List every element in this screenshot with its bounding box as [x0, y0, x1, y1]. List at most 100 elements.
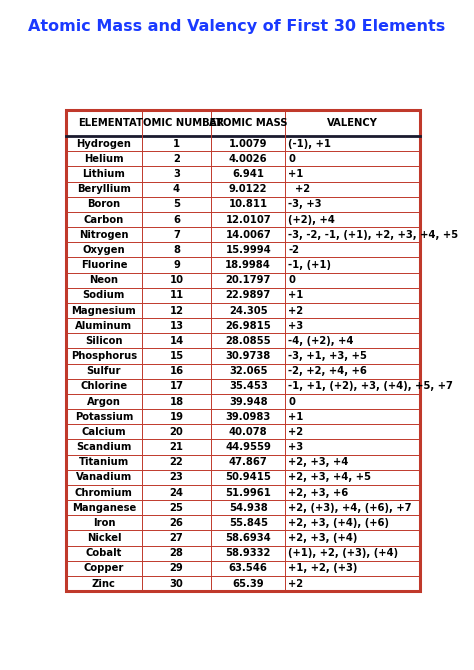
- Text: 54.938: 54.938: [229, 502, 268, 513]
- Text: Chlorine: Chlorine: [81, 381, 128, 391]
- Text: +2, +3, +4: +2, +3, +4: [288, 457, 349, 467]
- Text: Zinc: Zinc: [92, 579, 116, 588]
- Text: +2: +2: [288, 184, 310, 194]
- Text: Chromium: Chromium: [75, 488, 133, 498]
- Text: 20: 20: [170, 427, 183, 437]
- Text: Boron: Boron: [87, 200, 120, 209]
- Text: 28: 28: [170, 548, 183, 558]
- Text: 50.9415: 50.9415: [225, 472, 271, 482]
- Text: ELEMENT: ELEMENT: [78, 118, 130, 128]
- Text: Lithium: Lithium: [82, 169, 125, 179]
- Text: Cobalt: Cobalt: [86, 548, 122, 558]
- Text: 1: 1: [173, 139, 180, 149]
- Text: Magnesium: Magnesium: [72, 306, 137, 316]
- Text: 10.811: 10.811: [228, 200, 268, 209]
- Text: 6.941: 6.941: [232, 169, 264, 179]
- Text: Neon: Neon: [90, 275, 118, 285]
- Text: Sodium: Sodium: [83, 290, 125, 300]
- Text: +2: +2: [288, 306, 303, 316]
- Text: 22: 22: [170, 457, 183, 467]
- Text: 35.453: 35.453: [229, 381, 268, 391]
- Text: 30.9738: 30.9738: [226, 351, 271, 361]
- Text: Carbon: Carbon: [84, 214, 124, 224]
- Text: VALENCY: VALENCY: [327, 118, 378, 128]
- Text: 20.1797: 20.1797: [226, 275, 271, 285]
- Text: 14: 14: [169, 336, 183, 346]
- Text: Aluminum: Aluminum: [75, 321, 133, 331]
- Text: Nitrogen: Nitrogen: [79, 230, 128, 240]
- Text: 32.065: 32.065: [229, 366, 267, 377]
- Text: -4, (+2), +4: -4, (+2), +4: [288, 336, 354, 346]
- Text: 47.867: 47.867: [229, 457, 268, 467]
- Text: 28.0855: 28.0855: [226, 336, 271, 346]
- Text: Calcium: Calcium: [82, 427, 126, 437]
- Text: +1: +1: [288, 411, 304, 421]
- Text: 44.9559: 44.9559: [225, 442, 271, 452]
- Text: 9.0122: 9.0122: [229, 184, 267, 194]
- Text: 0: 0: [288, 154, 295, 164]
- Text: 15.9994: 15.9994: [225, 245, 271, 255]
- Text: Iron: Iron: [93, 518, 115, 528]
- Text: 0: 0: [288, 275, 295, 285]
- Text: (-1), +1: (-1), +1: [288, 139, 331, 149]
- Text: 2: 2: [173, 154, 180, 164]
- Text: 24: 24: [170, 488, 183, 498]
- Text: Nickel: Nickel: [87, 533, 121, 543]
- Text: +3: +3: [288, 442, 303, 452]
- Text: Scandium: Scandium: [76, 442, 132, 452]
- Text: 8: 8: [173, 245, 180, 255]
- Text: Phosphorus: Phosphorus: [71, 351, 137, 361]
- Text: 19: 19: [170, 411, 183, 421]
- Text: ATOMIC NUMBER: ATOMIC NUMBER: [129, 118, 224, 128]
- Text: 4.0026: 4.0026: [229, 154, 267, 164]
- Text: Silicon: Silicon: [85, 336, 123, 346]
- Text: +3: +3: [288, 321, 303, 331]
- Text: 4: 4: [173, 184, 180, 194]
- Text: 22.9897: 22.9897: [226, 290, 271, 300]
- Text: 6: 6: [173, 214, 180, 224]
- Text: +1: +1: [288, 169, 304, 179]
- Text: 3: 3: [173, 169, 180, 179]
- Text: +2, +3, (+4): +2, +3, (+4): [288, 533, 357, 543]
- Text: Fluorine: Fluorine: [81, 260, 127, 270]
- Text: 55.845: 55.845: [229, 518, 268, 528]
- Text: 13: 13: [170, 321, 183, 331]
- Text: 26.9815: 26.9815: [225, 321, 271, 331]
- Text: ATOMIC MASS: ATOMIC MASS: [209, 118, 288, 128]
- Text: +2: +2: [288, 579, 303, 588]
- Text: Copper: Copper: [84, 563, 124, 574]
- Text: Oxygen: Oxygen: [82, 245, 125, 255]
- Text: +2, +3, +6: +2, +3, +6: [288, 488, 348, 498]
- Text: 7: 7: [173, 230, 180, 240]
- Text: 5: 5: [173, 200, 180, 209]
- Text: 15: 15: [170, 351, 183, 361]
- Text: (+2), +4: (+2), +4: [288, 214, 335, 224]
- Text: +2, +3, +4, +5: +2, +3, +4, +5: [288, 472, 371, 482]
- Text: 40.078: 40.078: [229, 427, 267, 437]
- Text: 14.0067: 14.0067: [225, 230, 271, 240]
- Text: 58.9332: 58.9332: [226, 548, 271, 558]
- Text: 1.0079: 1.0079: [229, 139, 267, 149]
- Text: 16: 16: [170, 366, 183, 377]
- Text: Manganese: Manganese: [72, 502, 136, 513]
- Text: 24.305: 24.305: [229, 306, 267, 316]
- Text: -1, +1, (+2), +3, (+4), +5, +7: -1, +1, (+2), +3, (+4), +5, +7: [288, 381, 453, 391]
- Text: 10: 10: [170, 275, 183, 285]
- Text: -2, +2, +4, +6: -2, +2, +4, +6: [288, 366, 367, 377]
- Text: Titanium: Titanium: [79, 457, 129, 467]
- Text: 0: 0: [288, 397, 295, 407]
- Text: 39.0983: 39.0983: [226, 411, 271, 421]
- Text: 26: 26: [170, 518, 183, 528]
- Text: 29: 29: [170, 563, 183, 574]
- Text: Sulfur: Sulfur: [87, 366, 121, 377]
- Text: -3, +3: -3, +3: [288, 200, 322, 209]
- Text: Hydrogen: Hydrogen: [76, 139, 131, 149]
- Text: 17: 17: [170, 381, 183, 391]
- Text: -3, +1, +3, +5: -3, +1, +3, +5: [288, 351, 367, 361]
- Text: Potassium: Potassium: [75, 411, 133, 421]
- Text: 21: 21: [170, 442, 183, 452]
- Text: 39.948: 39.948: [229, 397, 267, 407]
- Text: 18: 18: [170, 397, 183, 407]
- Text: 12: 12: [170, 306, 183, 316]
- Text: 63.546: 63.546: [229, 563, 268, 574]
